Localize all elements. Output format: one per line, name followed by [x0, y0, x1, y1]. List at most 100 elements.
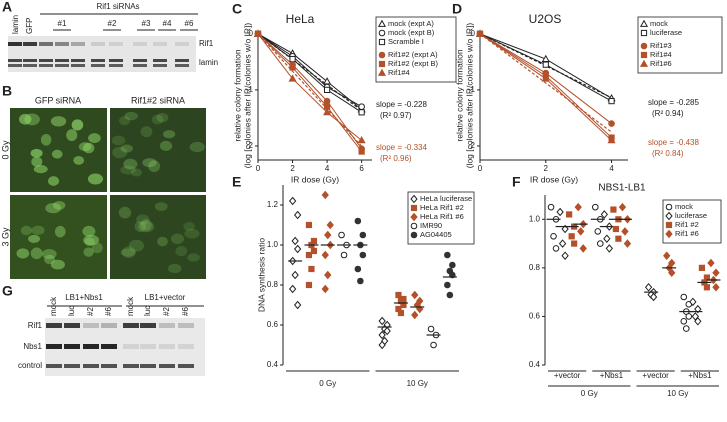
- data-point: [324, 230, 332, 240]
- data-point: [378, 316, 386, 326]
- data-point: [324, 270, 332, 280]
- band: [64, 364, 80, 368]
- data-point: [644, 283, 653, 292]
- band: [123, 344, 139, 349]
- band: [109, 59, 123, 62]
- nucleus: [120, 165, 136, 175]
- legend-label: HeLa Rif1 #2: [420, 203, 464, 212]
- x-tick-label: 4: [325, 164, 330, 173]
- legend-label: AG04405: [420, 230, 452, 239]
- nucleus: [82, 225, 96, 237]
- row-label: Rif1: [28, 321, 43, 330]
- group-label: 10 Gy: [407, 379, 428, 388]
- legend-marker: [378, 38, 386, 46]
- lane-label: lamin: [11, 15, 20, 34]
- data-point: [691, 312, 700, 321]
- group-label: +Nbs1: [688, 371, 712, 380]
- y-tick-label: -1: [468, 85, 476, 94]
- legend-marker: [639, 59, 649, 67]
- data-point: [291, 270, 299, 280]
- band: [71, 42, 85, 46]
- band: [133, 64, 147, 67]
- panel-letter: B: [2, 83, 12, 99]
- data-point: [289, 64, 296, 71]
- group-label: Rif1 siRNAs: [96, 2, 139, 11]
- band: [46, 364, 62, 368]
- band: [153, 42, 167, 46]
- data-point: [608, 120, 615, 127]
- legend-label: luciferase: [650, 28, 682, 37]
- x-tick-label: 4: [609, 164, 614, 173]
- data-point: [615, 235, 622, 242]
- legend-label: mock (expt B): [388, 28, 435, 37]
- band: [55, 42, 69, 46]
- nucleus: [83, 142, 95, 154]
- band: [133, 42, 147, 46]
- fit-line: [479, 33, 612, 133]
- legend-marker: [378, 29, 386, 37]
- panel-letter: D: [452, 1, 462, 17]
- legend-box: [662, 199, 722, 244]
- data-point: [712, 283, 720, 292]
- legend-box: [637, 16, 723, 74]
- panel-letter: E: [232, 174, 241, 190]
- lane-label: GFP: [25, 18, 34, 34]
- legend-label: mock: [675, 202, 693, 211]
- nucleus: [78, 142, 92, 152]
- nucleus: [31, 156, 43, 167]
- x-tick-label: 0: [256, 164, 261, 173]
- legend-marker: [665, 211, 673, 221]
- y-tick-label: 1.0: [267, 240, 279, 249]
- band: [55, 59, 69, 62]
- fit-slope: slope = -0.228: [376, 100, 427, 109]
- band: [91, 64, 105, 67]
- data-point: [649, 292, 658, 302]
- band: [175, 59, 189, 62]
- data-point: [427, 325, 435, 333]
- supergroup-label: 0 Gy: [581, 389, 598, 398]
- data-point: [359, 251, 367, 259]
- y-tick-label: 0.6: [267, 320, 279, 329]
- panel-letter: F: [512, 174, 521, 190]
- y-axis-label: relative colony formation: [454, 49, 464, 141]
- y-tick-label: 0: [471, 29, 476, 38]
- y-axis-label: (log [colonies after IR/colonies w/o IR]…: [242, 23, 252, 169]
- data-point: [547, 203, 555, 211]
- data-point: [323, 86, 331, 93]
- data-point: [623, 239, 632, 248]
- fit-slope: slope = -0.285: [648, 98, 699, 107]
- nucleus: [44, 254, 56, 265]
- fit-r2: (R² 0.96): [380, 154, 412, 163]
- series-line: [257, 33, 362, 141]
- band: [159, 364, 175, 368]
- data-point: [288, 74, 297, 82]
- data-point: [610, 206, 617, 213]
- series-line: [257, 33, 362, 108]
- nucleus: [184, 228, 200, 239]
- data-point: [607, 136, 616, 144]
- data-point: [561, 224, 569, 234]
- nucleus: [91, 242, 103, 254]
- nucleus: [119, 116, 131, 126]
- nucleus: [50, 116, 67, 127]
- data-point: [357, 277, 364, 285]
- y-tick-label: -2: [468, 141, 476, 150]
- nucleus: [51, 149, 63, 159]
- nucleus: [16, 248, 30, 259]
- legend-label: mock (expt A): [388, 19, 434, 28]
- nucleus: [189, 141, 205, 153]
- fit-slope: slope = -0.438: [648, 138, 699, 147]
- legend-label: Rif1#2 (expt A): [388, 50, 438, 59]
- nucleus: [136, 214, 150, 225]
- legend-marker: [639, 19, 649, 27]
- nucleus: [33, 164, 48, 174]
- data-point: [694, 304, 702, 314]
- nucleus: [123, 158, 138, 170]
- nucleus: [187, 253, 200, 262]
- band: [23, 42, 37, 46]
- data-point: [395, 291, 402, 299]
- data-point: [541, 54, 550, 62]
- fit-r2: (R² 0.94): [652, 109, 684, 118]
- data-point: [579, 244, 587, 253]
- band: [39, 59, 53, 62]
